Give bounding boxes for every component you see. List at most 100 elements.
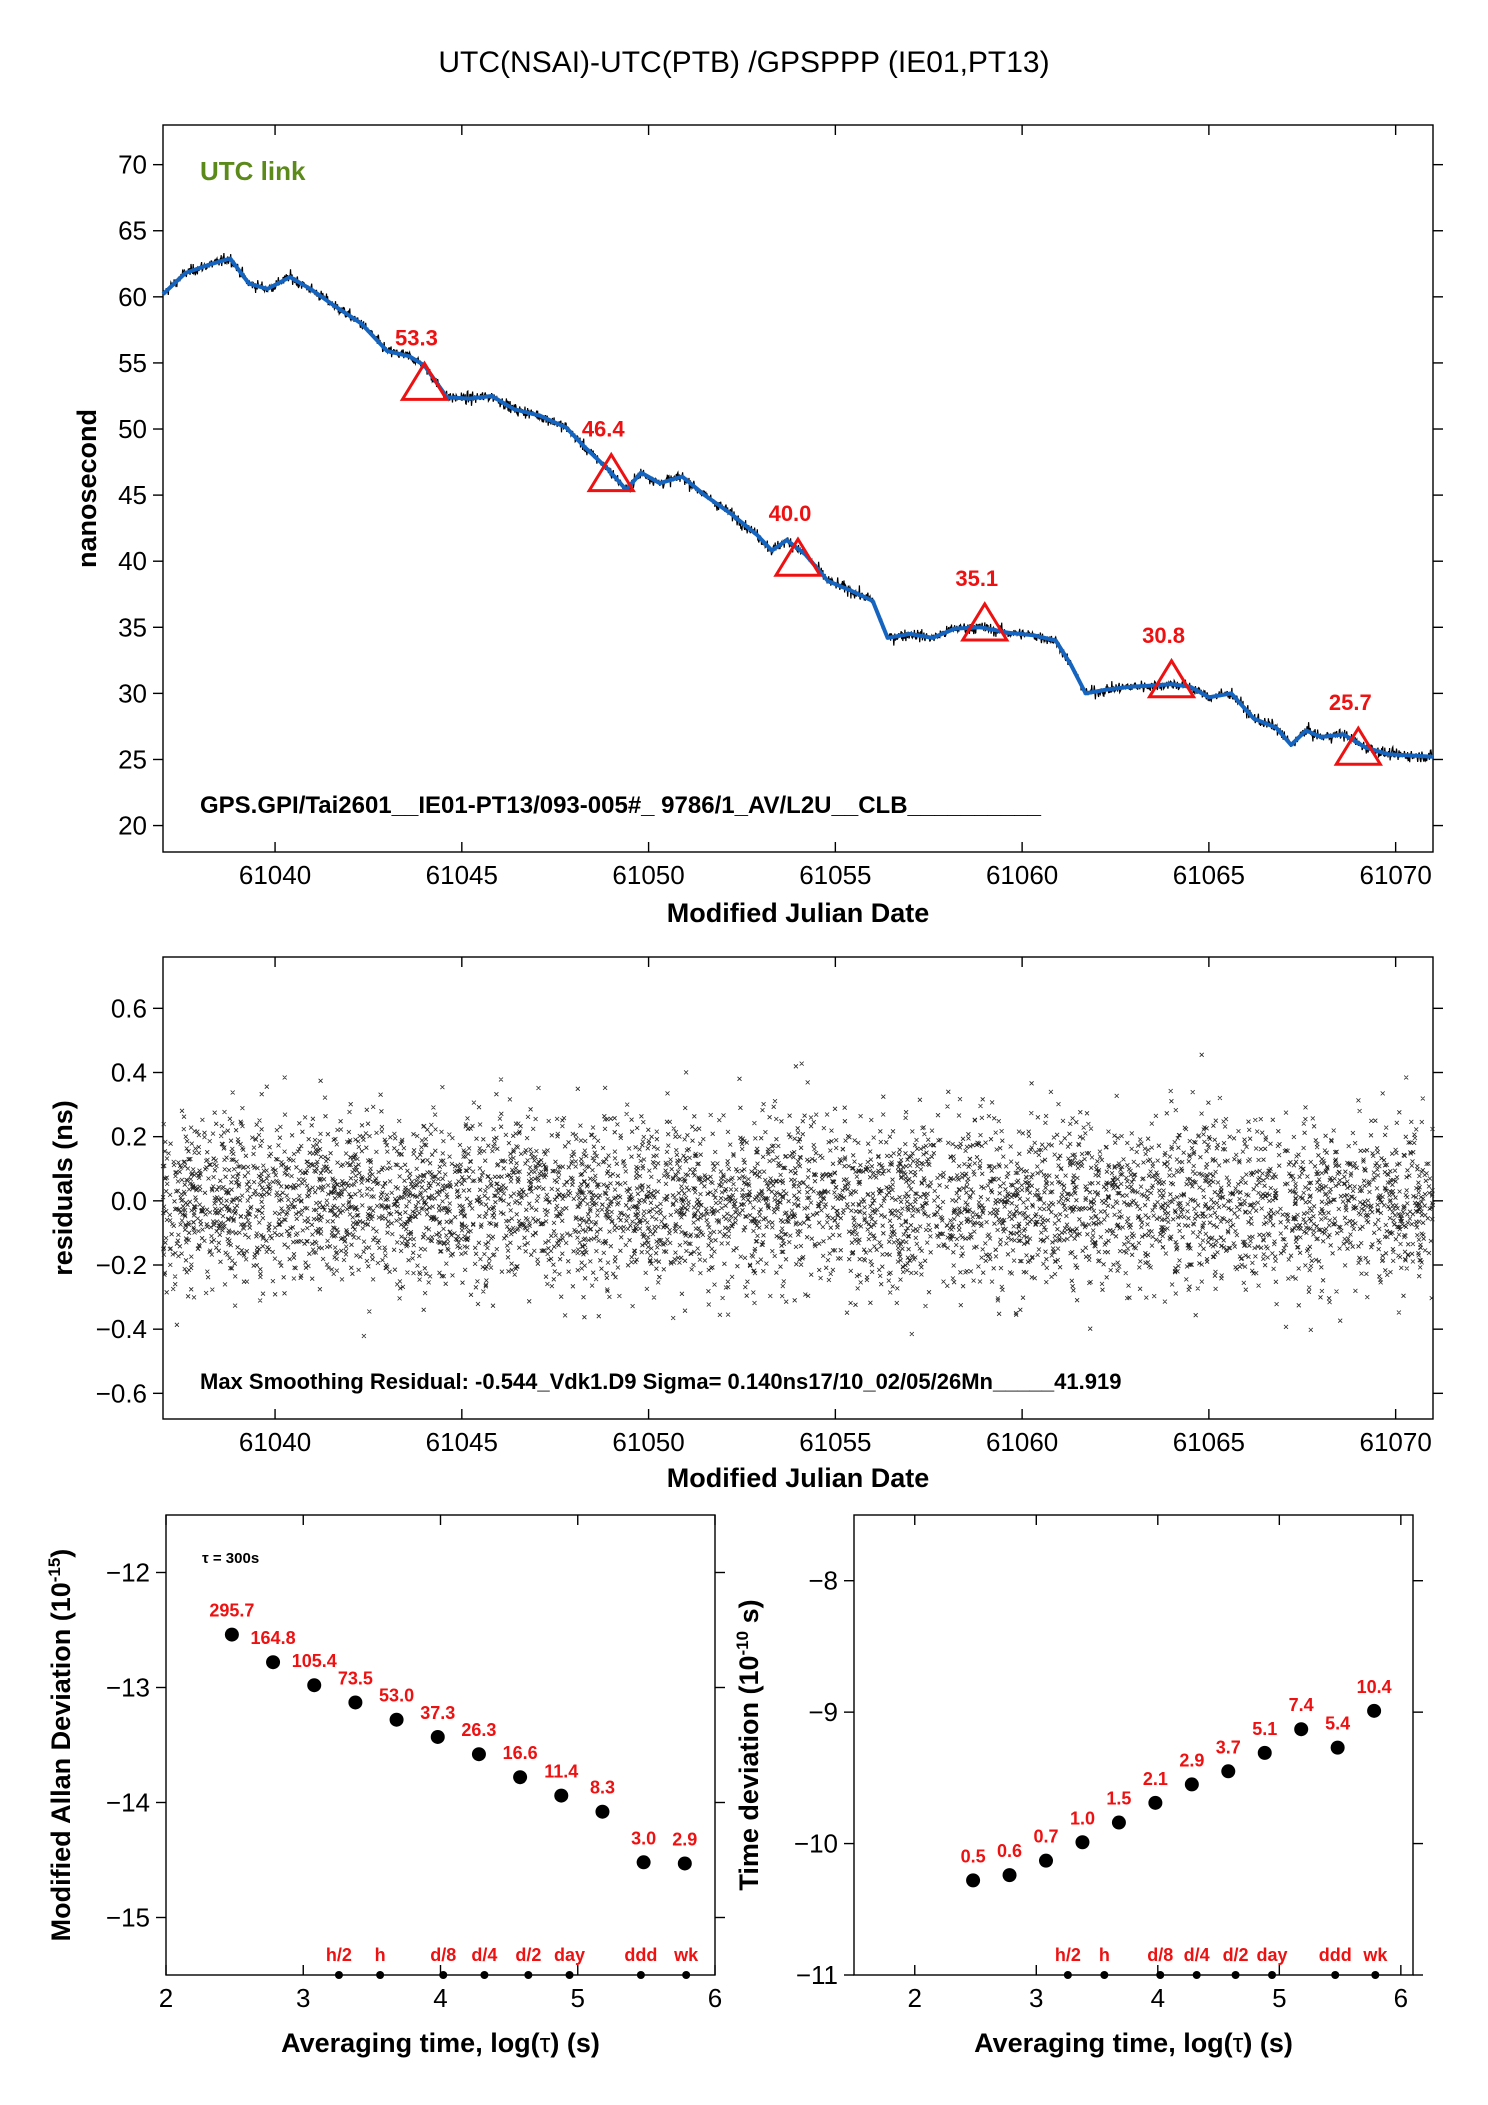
deviation-value-label: 164.8	[251, 1628, 296, 1648]
scale-mark	[1231, 1971, 1240, 1979]
x-tick-label: 2	[908, 1983, 922, 2013]
deviation-point	[636, 1855, 651, 1870]
deviation-point	[1075, 1835, 1090, 1850]
x-tick-label: 61065	[1173, 1427, 1245, 1457]
scale-mark	[1156, 1971, 1165, 1979]
residuals-note: Max Smoothing Residual: -0.544_Vdk1.D9 S…	[200, 1369, 1121, 1394]
x-tick-label: 3	[1029, 1983, 1043, 2013]
deviation-value-label: 53.0	[379, 1686, 414, 1706]
deviation-value-label: 7.4	[1289, 1695, 1314, 1715]
residuals-y-axis-label: residuals (ns)	[48, 1100, 78, 1276]
deviation-value-label: 26.3	[461, 1720, 496, 1740]
x-label-part: Averaging time, log(	[281, 2028, 540, 2058]
scale-mark	[1331, 1971, 1340, 1979]
scale-label: d/2	[1223, 1945, 1249, 1965]
y-tick-label: 20	[118, 811, 147, 841]
scale-mark	[1268, 1971, 1277, 1979]
scale-mark	[1192, 1971, 1201, 1979]
triangle-marker	[586, 451, 636, 493]
x-label-part: ) (s)	[550, 2028, 600, 2058]
tdev-x-axis-label: Averaging time, log(τ) (s)	[974, 2028, 1293, 2058]
x-tick-label: 4	[433, 1983, 447, 2013]
marker-value-label: 40.0	[769, 501, 812, 526]
deviation-value-label: 2.9	[672, 1829, 697, 1849]
deviation-point	[471, 1747, 486, 1762]
scale-label: d/2	[515, 1945, 541, 1965]
scale-mark	[565, 1971, 574, 1979]
link-y-axis-label: nanosecond	[72, 409, 102, 568]
deviation-value-label: 1.5	[1106, 1789, 1131, 1809]
y-tick-label: −0.2	[96, 1250, 147, 1280]
y-tick-label: 0.2	[111, 1122, 147, 1152]
deviation-value-label: 37.3	[420, 1703, 455, 1723]
deviation-value-label: 5.4	[1325, 1714, 1350, 1734]
x-tick-label: 61045	[426, 860, 498, 890]
link-frame	[162, 124, 1434, 853]
x-tick-label: 6	[708, 1983, 722, 2013]
utc-link-tag: UTC link	[200, 156, 306, 186]
deviation-point	[1148, 1795, 1163, 1810]
marker-value-label: 46.4	[582, 417, 626, 442]
scale-mark	[1063, 1971, 1072, 1979]
deviation-point	[224, 1627, 239, 1642]
deviation-value-label: 16.6	[503, 1743, 538, 1763]
tau-symbol: τ	[1233, 2028, 1244, 2058]
deviation-value-label: 8.3	[590, 1778, 615, 1798]
x-tick-label: 61050	[612, 1427, 684, 1457]
tdev-y-axis-label: Time deviation (10-10 s)	[733, 1599, 764, 1890]
y-tick-label: −8	[808, 1566, 838, 1596]
mdev-axes: 2 3 4 5 6 −12 −13 −14 −15	[106, 1514, 725, 2013]
y-tick-label: 65	[118, 216, 147, 246]
scale-label: day	[554, 1945, 585, 1965]
x-tick-label: 61055	[799, 1427, 871, 1457]
scale-mark	[524, 1971, 533, 1979]
scale-mark	[682, 1971, 691, 1979]
y-tick-label: −15	[106, 1903, 150, 1933]
scale-mark	[334, 1971, 343, 1979]
y-label-part: Time deviation (10	[734, 1656, 764, 1891]
y-tick-label: 25	[118, 744, 147, 774]
residuals-frame	[162, 956, 1434, 1420]
triangle-marker	[960, 601, 1010, 642]
marker-value-label: 30.8	[1142, 623, 1185, 648]
deviation-value-label: 2.1	[1143, 1769, 1168, 1789]
link-smoothed-series	[161, 256, 1434, 759]
marker-value-label: 25.7	[1329, 690, 1372, 715]
scale-label: h/2	[1055, 1945, 1081, 1965]
scale-mark	[439, 1971, 448, 1979]
x-tick-label: 61070	[1359, 1427, 1431, 1457]
x-tick-label: 61040	[239, 860, 311, 890]
deviation-value-label: 73.5	[338, 1668, 373, 1688]
tdev-axes: 2 3 4 5 6 −8 −9 −10 −11	[794, 1514, 1423, 2013]
x-tick-label: 61060	[986, 860, 1058, 890]
residual-points	[160, 1052, 1436, 1339]
scale-label: wk	[673, 1945, 699, 1965]
deviation-point	[513, 1770, 528, 1785]
x-tick-label: 5	[1272, 1983, 1286, 2013]
scale-label: d/4	[1184, 1945, 1210, 1965]
y-tick-label: 35	[118, 612, 147, 642]
deviation-value-label: 2.9	[1179, 1750, 1204, 1770]
scale-label: ddd	[1319, 1945, 1352, 1965]
deviation-point	[1111, 1815, 1126, 1830]
deviation-value-label: 3.7	[1216, 1737, 1241, 1757]
deviation-point	[307, 1678, 322, 1693]
scale-label: d/4	[471, 1945, 497, 1965]
deviation-value-label: 10.4	[1357, 1677, 1392, 1697]
mdev-frame	[165, 1514, 716, 1976]
x-tick-label: 4	[1151, 1983, 1165, 2013]
deviation-point	[554, 1788, 569, 1803]
x-tick-label: 61070	[1359, 860, 1431, 890]
mdev-y-axis-label: Modified Allan Deviation (10-15)	[45, 1549, 76, 1942]
scale-mark	[1371, 1971, 1380, 1979]
triangle-marker	[773, 536, 823, 577]
deviation-point	[389, 1712, 404, 1727]
deviation-point	[430, 1729, 445, 1744]
y-tick-label: 0.6	[111, 993, 147, 1023]
deviation-value-label: 3.0	[631, 1828, 656, 1848]
deviation-value-label: 5.1	[1252, 1719, 1277, 1739]
scale-label: h	[1099, 1945, 1110, 1965]
deviation-point	[1294, 1722, 1309, 1737]
y-tick-label: 40	[118, 546, 147, 576]
